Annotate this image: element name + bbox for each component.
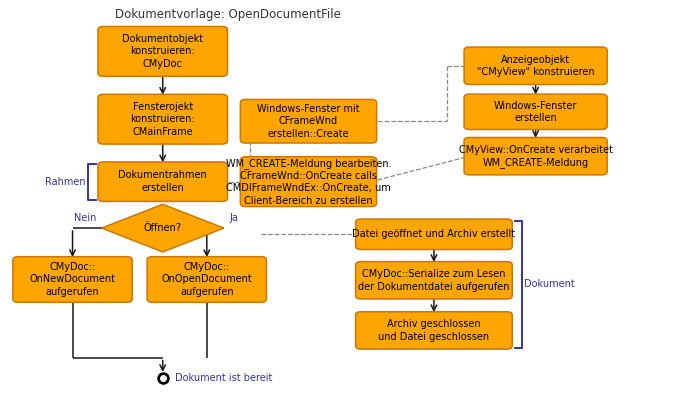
FancyBboxPatch shape [98,162,228,201]
Text: Dokumentvorlage: OpenDocumentFile: Dokumentvorlage: OpenDocumentFile [115,8,341,21]
Text: Archiv geschlossen
und Datei geschlossen: Archiv geschlossen und Datei geschlossen [378,319,490,342]
FancyBboxPatch shape [98,26,228,76]
FancyBboxPatch shape [464,47,607,85]
Text: Dokument: Dokument [525,279,575,289]
FancyBboxPatch shape [98,94,228,144]
FancyBboxPatch shape [13,256,132,302]
FancyBboxPatch shape [355,261,512,299]
Polygon shape [102,204,224,252]
Text: Ja: Ja [229,213,238,223]
Text: CMyDoc::Serialize zum Lesen
der Dokumentdatei aufgerufen: CMyDoc::Serialize zum Lesen der Dokument… [358,269,510,291]
FancyBboxPatch shape [464,94,607,129]
FancyBboxPatch shape [464,137,607,175]
Text: Dokumentobjekt
konstruieren:
CMyDoc: Dokumentobjekt konstruieren: CMyDoc [122,34,203,69]
Text: Fensterojekt
konstruieren:
CMainFrame: Fensterojekt konstruieren: CMainFrame [130,102,195,136]
Text: Rahmen: Rahmen [45,177,85,187]
Text: CMyView::OnCreate verarbeitet
WM_CREATE-Meldung: CMyView::OnCreate verarbeitet WM_CREATE-… [458,145,613,168]
Text: Dokumentrahmen
erstellen: Dokumentrahmen erstellen [119,171,207,193]
FancyBboxPatch shape [355,219,512,249]
Text: CMyDoc::
OnNewDocument
aufgerufen: CMyDoc:: OnNewDocument aufgerufen [30,262,115,297]
Text: Öffnen?: Öffnen? [144,223,182,233]
FancyBboxPatch shape [355,312,512,349]
Text: Dokument ist bereit: Dokument ist bereit [175,373,273,383]
Text: WM_CREATE-Meldung bearbeiten.
CFrameWnd::OnCreate calls
CMDIFrameWndEx::OnCreate: WM_CREATE-Meldung bearbeiten. CFrameWnd:… [226,157,391,206]
Text: Nein: Nein [74,213,96,223]
Text: Anzeigeobjekt
"CMyView" konstruieren: Anzeigeobjekt "CMyView" konstruieren [477,55,595,77]
Text: Windows-Fenster mit
CFrameWnd
erstellen::Create: Windows-Fenster mit CFrameWnd erstellen:… [257,104,360,139]
FancyBboxPatch shape [241,99,377,143]
Text: CMyDoc::
OnOpenDocument
aufgerufen: CMyDoc:: OnOpenDocument aufgerufen [161,262,252,297]
Text: Datei geöffnet und Archiv erstellt: Datei geöffnet und Archiv erstellt [353,229,515,239]
FancyBboxPatch shape [147,256,266,302]
Text: Windows-Fenster
erstellen: Windows-Fenster erstellen [494,101,577,123]
FancyBboxPatch shape [241,157,377,206]
